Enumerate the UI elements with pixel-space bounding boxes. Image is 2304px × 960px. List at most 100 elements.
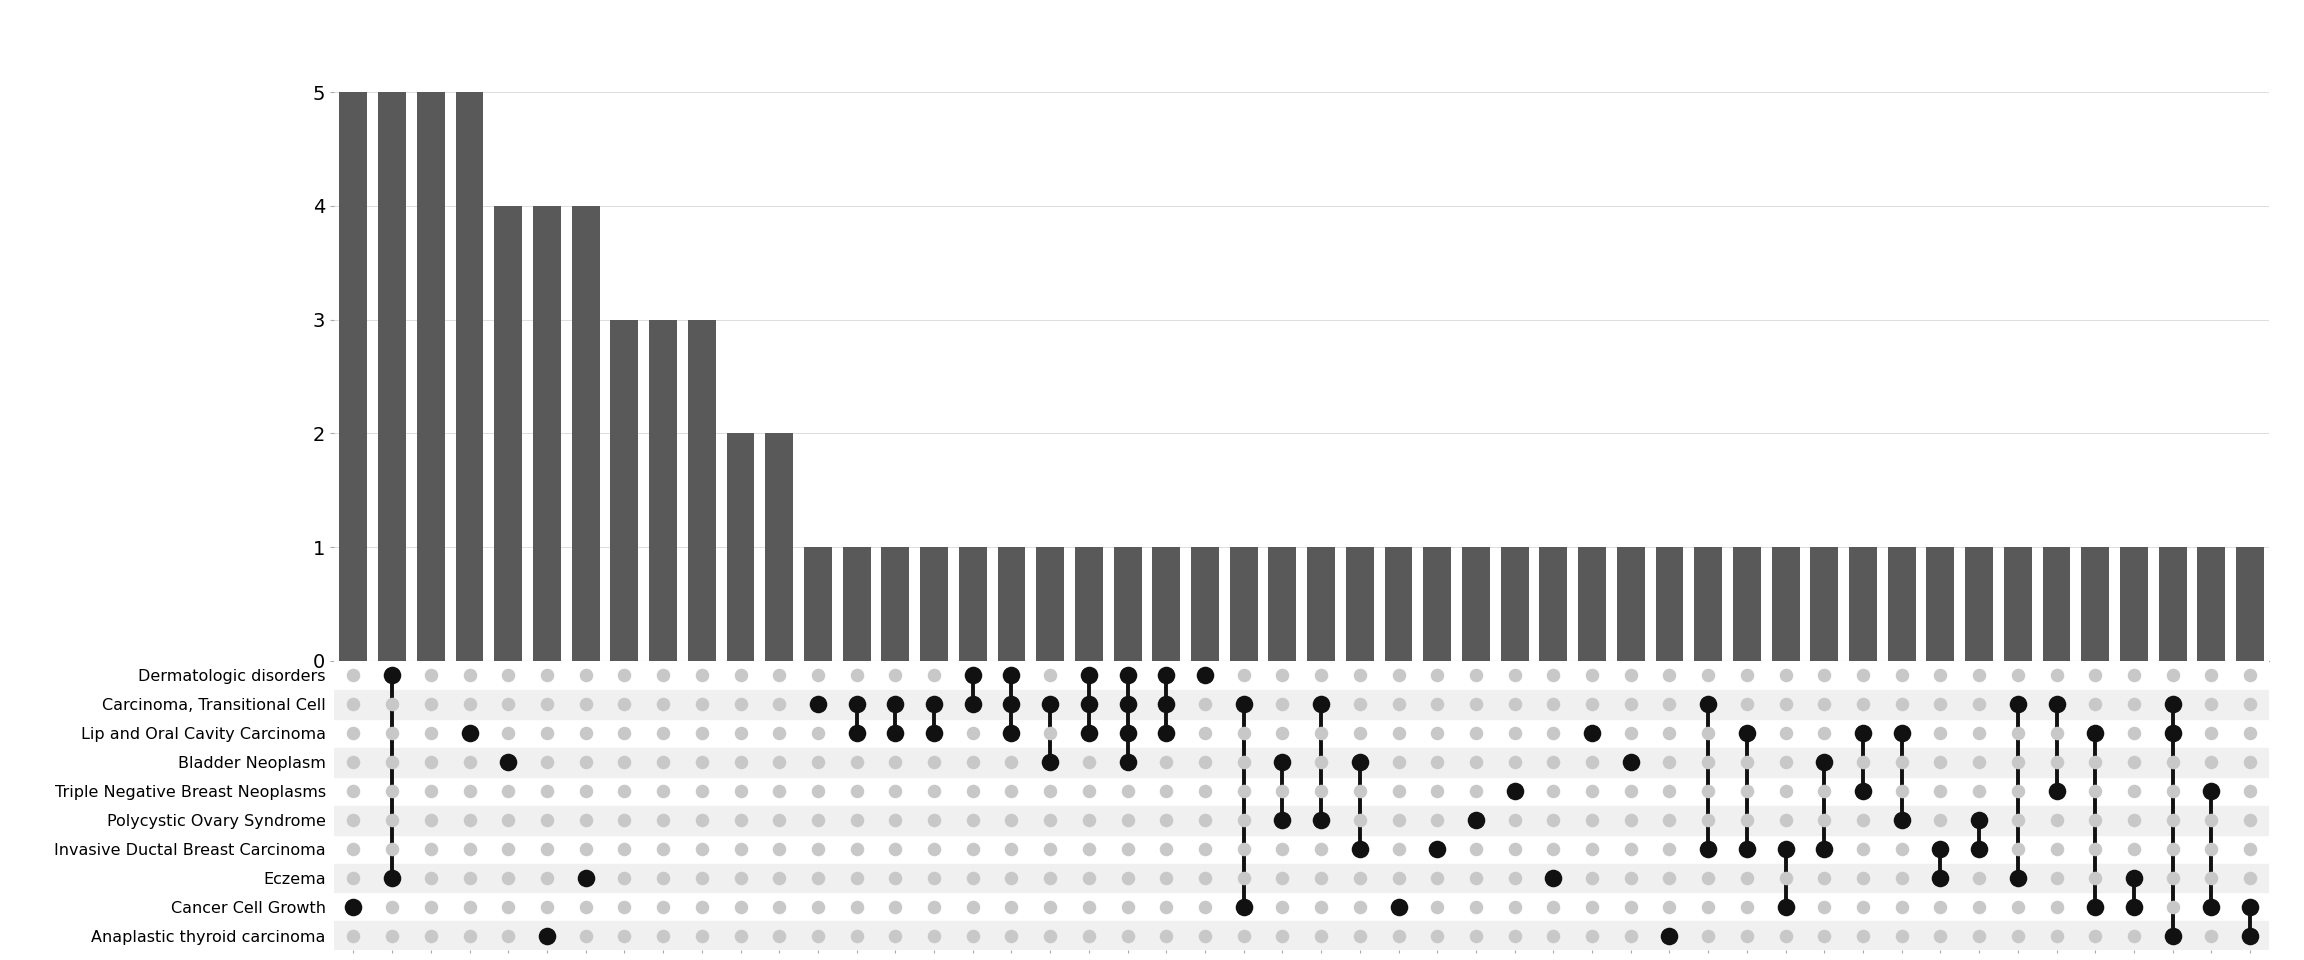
- Bar: [334, 864, 2269, 893]
- Point: [684, 755, 721, 770]
- Point: [2076, 871, 2113, 886]
- Point: [412, 726, 449, 741]
- Point: [2115, 783, 2152, 799]
- Point: [1613, 812, 1650, 828]
- Bar: [1965, 547, 1993, 660]
- Bar: [334, 805, 2269, 834]
- Point: [2154, 841, 2191, 856]
- Point: [684, 726, 721, 741]
- Point: [373, 783, 410, 799]
- Point: [1846, 755, 1882, 770]
- Point: [1613, 668, 1650, 684]
- Point: [954, 755, 991, 770]
- Point: [915, 871, 952, 886]
- Point: [1806, 755, 1843, 770]
- Point: [2039, 668, 2076, 684]
- Point: [839, 928, 876, 944]
- Point: [1302, 812, 1339, 828]
- Point: [839, 726, 876, 741]
- Point: [373, 871, 410, 886]
- Point: [373, 841, 410, 856]
- Point: [491, 697, 528, 712]
- Point: [1961, 697, 1998, 712]
- Point: [1071, 871, 1108, 886]
- Point: [1302, 668, 1339, 684]
- Bar: [1463, 547, 1491, 660]
- Point: [1922, 841, 1958, 856]
- Bar: [1346, 547, 1373, 660]
- Point: [1265, 668, 1302, 684]
- Point: [1613, 900, 1650, 915]
- Point: [721, 755, 758, 770]
- Point: [645, 755, 682, 770]
- Point: [2076, 755, 2113, 770]
- Point: [1495, 841, 1532, 856]
- Point: [1341, 841, 1378, 856]
- Point: [645, 871, 682, 886]
- Point: [1187, 841, 1223, 856]
- Point: [760, 783, 797, 799]
- Point: [373, 812, 410, 828]
- Point: [915, 697, 952, 712]
- Point: [1846, 726, 1882, 741]
- Point: [684, 783, 721, 799]
- Point: [452, 726, 488, 741]
- Point: [1380, 697, 1417, 712]
- Point: [1380, 841, 1417, 856]
- Bar: [1693, 547, 1721, 660]
- Point: [645, 900, 682, 915]
- Point: [1922, 783, 1958, 799]
- Point: [2193, 783, 2230, 799]
- Point: [373, 697, 410, 712]
- Point: [1187, 900, 1223, 915]
- Point: [1613, 697, 1650, 712]
- Point: [1728, 755, 1765, 770]
- Point: [2233, 900, 2269, 915]
- Point: [878, 783, 915, 799]
- Point: [334, 928, 371, 944]
- Bar: [495, 206, 523, 660]
- Point: [1419, 726, 1456, 741]
- Bar: [1657, 547, 1684, 660]
- Point: [760, 900, 797, 915]
- Point: [1341, 668, 1378, 684]
- Point: [1534, 726, 1571, 741]
- Point: [1147, 668, 1184, 684]
- Point: [1226, 726, 1263, 741]
- Point: [1689, 726, 1726, 741]
- Bar: [1385, 547, 1412, 660]
- Point: [1806, 668, 1843, 684]
- Point: [839, 697, 876, 712]
- Point: [491, 900, 528, 915]
- Point: [491, 783, 528, 799]
- Point: [2154, 697, 2191, 712]
- Point: [954, 726, 991, 741]
- Point: [1652, 668, 1689, 684]
- Point: [1574, 697, 1610, 712]
- Point: [2039, 928, 2076, 944]
- Point: [878, 871, 915, 886]
- Point: [839, 871, 876, 886]
- Point: [491, 841, 528, 856]
- Point: [1032, 928, 1069, 944]
- Point: [1806, 697, 1843, 712]
- Point: [1689, 928, 1726, 944]
- Point: [1380, 755, 1417, 770]
- Point: [1574, 928, 1610, 944]
- Point: [1458, 841, 1495, 856]
- Point: [1613, 755, 1650, 770]
- Point: [1108, 697, 1145, 712]
- Point: [567, 726, 604, 741]
- Point: [721, 726, 758, 741]
- Point: [1882, 841, 1919, 856]
- Point: [2193, 668, 2230, 684]
- Point: [412, 928, 449, 944]
- Point: [1534, 812, 1571, 828]
- Point: [684, 900, 721, 915]
- Point: [1534, 900, 1571, 915]
- Point: [2233, 697, 2269, 712]
- Bar: [2120, 547, 2147, 660]
- Point: [2000, 871, 2037, 886]
- Point: [2076, 841, 2113, 856]
- Point: [760, 928, 797, 944]
